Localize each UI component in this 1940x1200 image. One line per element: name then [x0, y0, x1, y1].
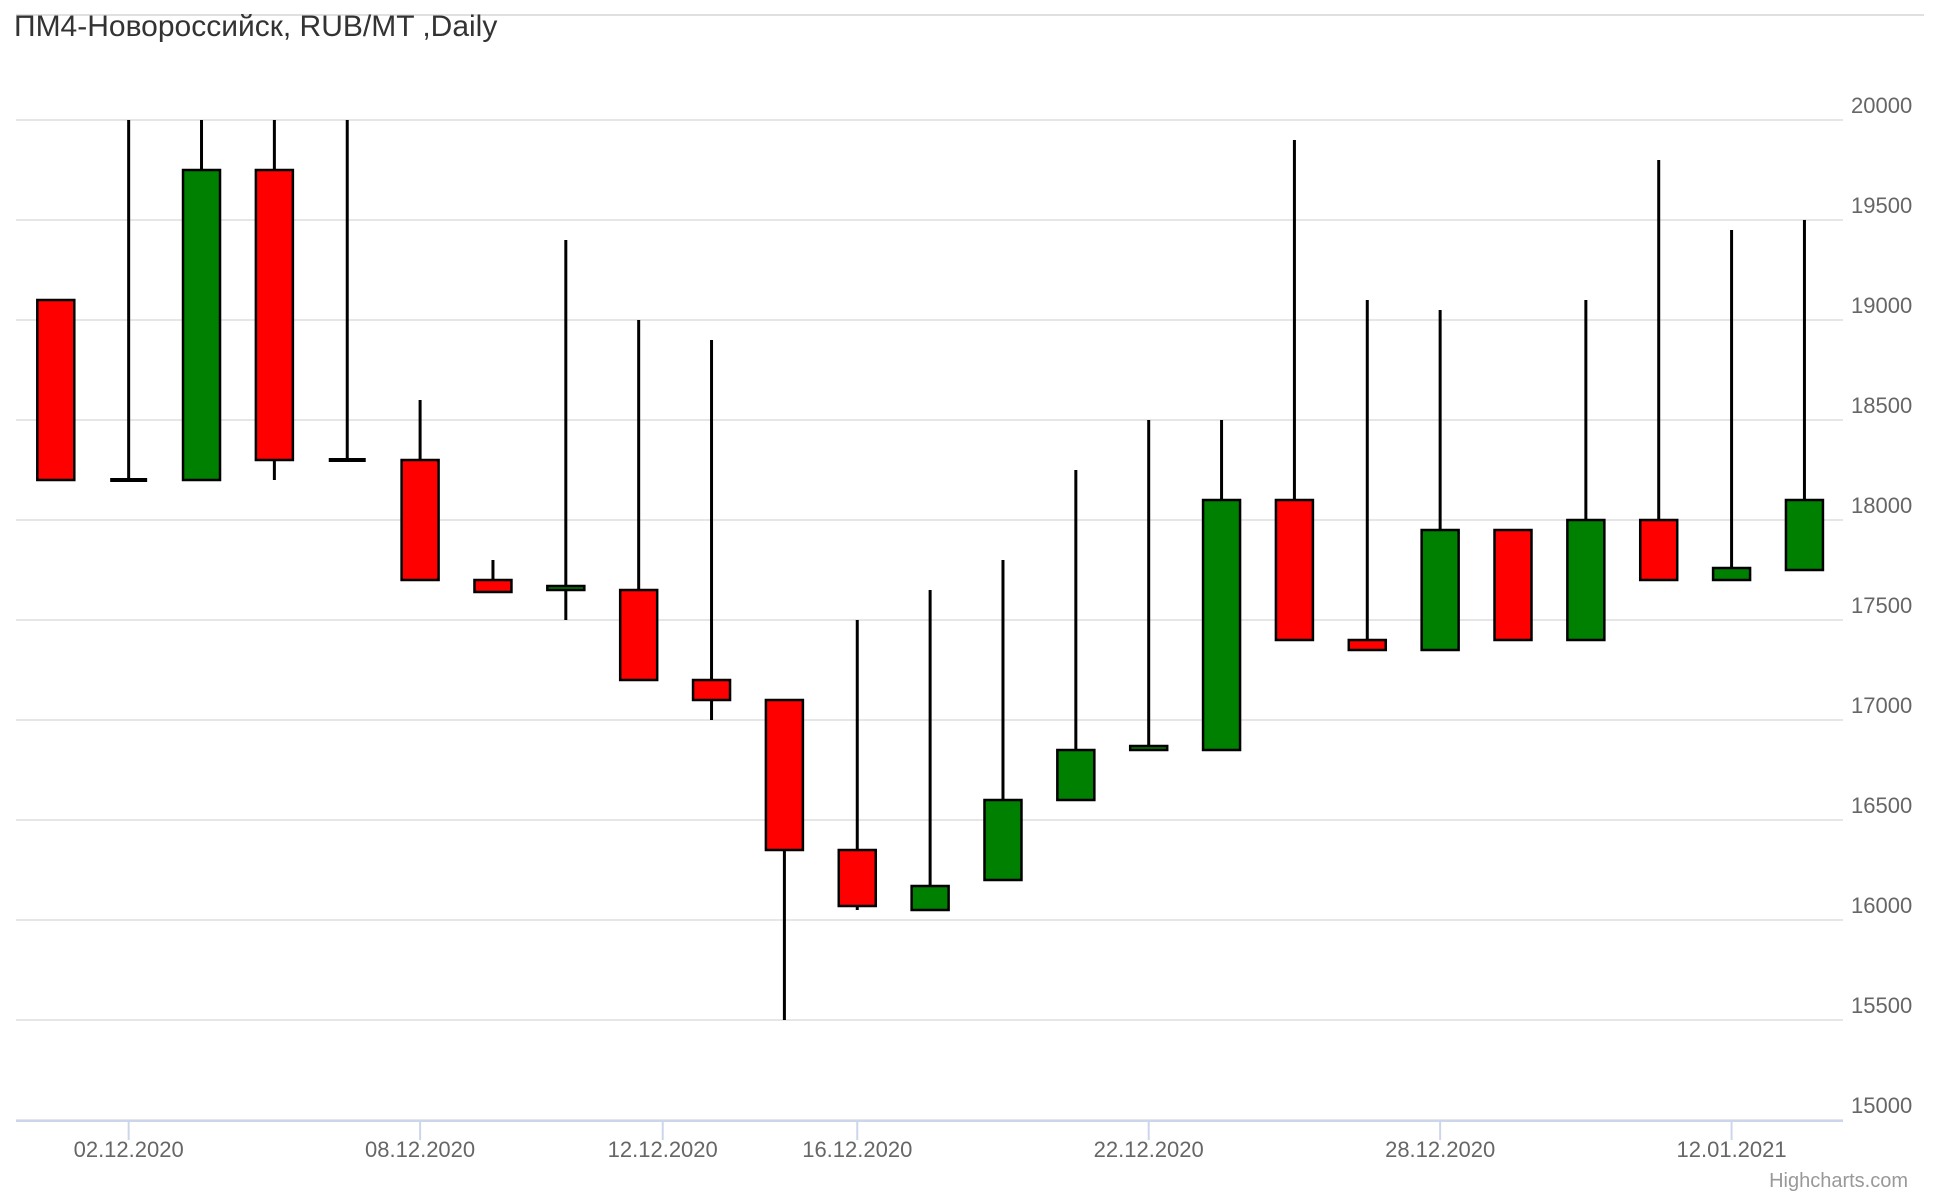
candle-body: [254, 168, 295, 462]
candle-body: [546, 584, 586, 592]
candle[interactable]: [546, 240, 586, 620]
candle-body: [328, 458, 366, 462]
candle-body: [983, 798, 1023, 882]
x-axis-label: 12.12.2020: [608, 1137, 718, 1162]
y-axis-label: 15500: [1851, 993, 1912, 1018]
candle[interactable]: [1347, 300, 1388, 652]
candle-body: [764, 698, 805, 852]
candle-body: [1566, 518, 1606, 642]
candle-body: [1420, 528, 1460, 652]
candle-body: [400, 458, 440, 582]
candle[interactable]: [400, 400, 440, 582]
candle[interactable]: [691, 340, 732, 720]
y-axis-label: 17000: [1851, 693, 1912, 718]
x-axis-label: 08.12.2020: [365, 1137, 475, 1162]
candle-body: [691, 678, 732, 702]
candle-body: [1274, 498, 1315, 642]
candle-body: [1056, 748, 1096, 802]
candle[interactable]: [764, 698, 805, 1020]
candle-body: [473, 578, 513, 594]
candle[interactable]: [1566, 300, 1606, 642]
candle-body: [1201, 498, 1242, 752]
candle-body: [1128, 744, 1169, 752]
candle[interactable]: [36, 298, 76, 482]
candle[interactable]: [328, 120, 366, 462]
candle-body: [910, 884, 950, 912]
candle[interactable]: [1638, 160, 1679, 582]
candle-body: [1711, 566, 1752, 582]
y-axis-label: 18000: [1851, 493, 1912, 518]
candle-body: [1493, 528, 1533, 642]
candle-body: [110, 478, 148, 482]
candle-body: [36, 298, 76, 482]
candle[interactable]: [1784, 220, 1825, 572]
candle-body: [1784, 498, 1825, 572]
y-axis-label: 16500: [1851, 793, 1912, 818]
candle[interactable]: [1056, 470, 1096, 802]
y-axis-label: 18500: [1851, 393, 1912, 418]
chart-title: ПМ4-Новороссийск, RUB/MT ,Daily: [14, 10, 498, 43]
y-axis-label: 20000: [1851, 93, 1912, 118]
candle[interactable]: [1493, 528, 1533, 642]
candle[interactable]: [1274, 140, 1315, 642]
candle[interactable]: [1420, 310, 1460, 652]
y-axis-label: 16000: [1851, 893, 1912, 918]
candle-body: [1347, 638, 1388, 652]
x-axis-label: 02.12.2020: [74, 1137, 184, 1162]
candle-body: [181, 168, 222, 482]
candle[interactable]: [837, 620, 878, 910]
candle[interactable]: [1201, 420, 1242, 752]
x-axis-label: 28.12.2020: [1385, 1137, 1495, 1162]
candle-body: [618, 588, 659, 682]
x-axis-label: 22.12.2020: [1094, 1137, 1204, 1162]
highcharts-credit: Highcharts.com: [1769, 1170, 1908, 1192]
x-axis-label: 12.01.2021: [1677, 1137, 1787, 1162]
candle[interactable]: [1128, 420, 1169, 752]
y-axis-label: 15000: [1851, 1093, 1912, 1118]
top-divider: [16, 14, 1924, 16]
y-axis-label: 19500: [1851, 193, 1912, 218]
y-axis-label: 19000: [1851, 293, 1912, 318]
candle[interactable]: [1711, 230, 1752, 582]
candle[interactable]: [110, 120, 148, 482]
candle[interactable]: [254, 120, 295, 480]
candle[interactable]: [473, 560, 513, 594]
y-axis-label: 17500: [1851, 593, 1912, 618]
candle[interactable]: [618, 320, 659, 682]
candle-body: [837, 848, 878, 908]
candle[interactable]: [181, 120, 222, 482]
x-axis-label: 16.12.2020: [802, 1137, 912, 1162]
candle[interactable]: [910, 590, 950, 912]
candle-body: [1638, 518, 1679, 582]
candle[interactable]: [983, 560, 1023, 882]
